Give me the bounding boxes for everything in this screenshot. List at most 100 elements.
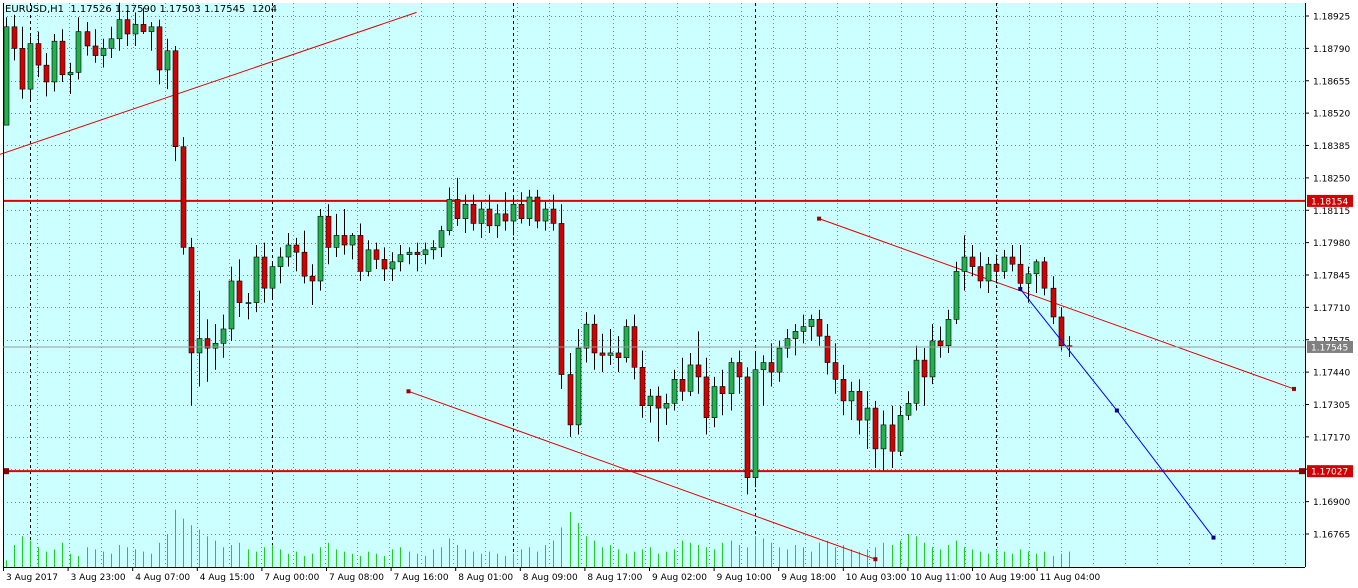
candle-body (518, 203, 525, 219)
candle-body (108, 38, 115, 49)
candle-body (736, 362, 743, 378)
candle-body (784, 338, 791, 349)
y-tick-label: 1.17440 (1313, 369, 1350, 379)
candle-body (470, 203, 477, 224)
candle-body (333, 235, 340, 248)
x-tick-label: 4 Aug 15:00 (200, 573, 255, 583)
candle-body (204, 338, 211, 349)
drawn-objects (0, 11, 1305, 562)
candle-body (132, 24, 139, 35)
candle-body (494, 213, 501, 227)
trendline-anchor (406, 389, 411, 394)
y-tick-label: 1.18790 (1313, 45, 1350, 55)
grid (3, 3, 1305, 567)
candle-body (245, 302, 252, 304)
candle-body (228, 280, 235, 330)
trendline-anchor (1292, 386, 1296, 391)
x-tick-label: 9 Aug 02:00 (652, 573, 707, 583)
x-tick-label: 10 Aug 19:00 (975, 573, 1036, 583)
candle-body (679, 379, 686, 392)
candle-body (744, 376, 751, 478)
candle-body (550, 208, 557, 224)
candle-body (180, 146, 187, 248)
candle-body (953, 271, 960, 320)
volume-readout: 1204 (251, 4, 278, 15)
candle-body (1033, 261, 1040, 275)
candle-body (848, 391, 855, 402)
y-tick-label: 1.17980 (1313, 239, 1350, 249)
x-tick-label: 3 Aug 23:00 (71, 573, 126, 583)
candle-body (148, 26, 155, 32)
x-tick-label: 7 Aug 00:00 (264, 573, 319, 583)
candle-body (703, 376, 710, 418)
candle-body (1009, 256, 1016, 265)
candle-body (889, 424, 896, 452)
y-tick-label: 1.17305 (1313, 401, 1350, 411)
y-tick-label: 1.18250 (1313, 174, 1350, 184)
projection-point (1018, 286, 1023, 291)
candle-body (188, 247, 195, 354)
candle-body (454, 199, 461, 219)
candle-body (719, 386, 726, 395)
candle-body (510, 203, 517, 222)
candle-body (985, 263, 992, 282)
candle-body (397, 254, 404, 263)
projection-line (1018, 286, 1216, 540)
candle-body (695, 364, 702, 378)
candle-body (526, 196, 533, 219)
chart-header: EURUSD,H1 1.17526 1.17590 1.17503 1.1754… (5, 4, 277, 15)
candle-body (623, 326, 630, 359)
candle-body (317, 215, 324, 282)
level-handle (3, 468, 9, 475)
candle-body (381, 259, 388, 270)
candle-body (897, 414, 904, 452)
candle-body (365, 249, 372, 272)
level-price-tag (1307, 194, 1353, 207)
candle-body (502, 213, 509, 222)
candle-body (558, 223, 565, 375)
plot-background (3, 3, 1305, 567)
trendline-support-down (408, 390, 876, 560)
candle-body (373, 249, 380, 260)
candle-body (832, 362, 839, 380)
time-axis: 3 Aug 2017 3 Aug 23:00 4 Aug 07:00 4 Aug 15… (3, 567, 1101, 583)
candle-body (872, 407, 879, 450)
candle-body (261, 256, 268, 289)
candle-body (220, 328, 227, 344)
candle-body (921, 359, 928, 378)
candle-body (776, 347, 783, 373)
candle-body (687, 364, 694, 392)
candle-body (599, 352, 606, 356)
candle-body (253, 256, 260, 303)
candle-body (969, 256, 976, 267)
x-tick-label: 3 Aug 2017 (6, 573, 58, 583)
level-price-tag (1307, 465, 1353, 478)
candle-body (462, 203, 469, 219)
candle-body (542, 208, 549, 222)
candle-body (655, 395, 662, 409)
y-tick-label: 1.16765 (1313, 531, 1350, 541)
trendline-anchor (817, 216, 822, 221)
candle-body (1050, 287, 1057, 318)
candle-body (59, 40, 66, 76)
level-price-tag-text: 1.18154 (1311, 197, 1348, 207)
x-tick-label: 9 Aug 10:00 (717, 573, 772, 583)
candle-body (196, 338, 203, 354)
candle-body (172, 50, 179, 147)
x-tick-label: 11 Aug 04:00 (1040, 573, 1101, 583)
price-axis: 1.18925 1.18790 1.18655 1.18520 1.18385 1.182… (3, 3, 1353, 568)
candle-body (124, 19, 131, 35)
current-price-text: 1.17545 (1311, 343, 1348, 353)
candle-body (11, 26, 18, 49)
y-tick-label: 1.18115 (1313, 207, 1350, 217)
candle-body (301, 251, 308, 277)
x-tick-label: 4 Aug 07:00 (135, 573, 190, 583)
candle-body (100, 48, 107, 56)
candle-body (768, 362, 775, 373)
volume-histogram (6, 509, 1070, 567)
candle-body (840, 379, 847, 402)
candle-body (164, 50, 171, 71)
candle-body (905, 403, 912, 416)
